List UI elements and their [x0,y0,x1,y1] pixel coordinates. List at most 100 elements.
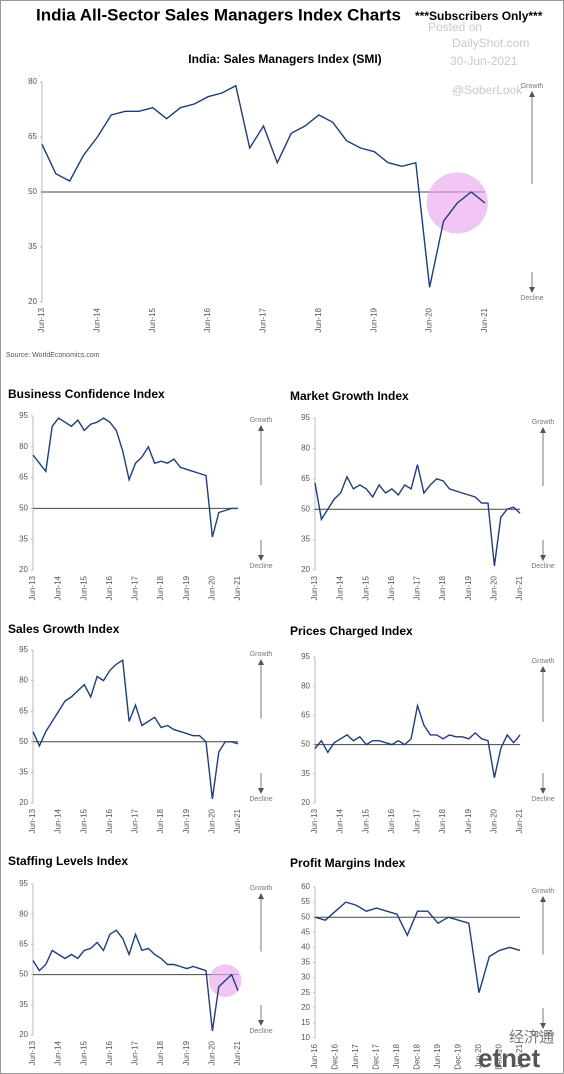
y-tick-label: 20 [301,798,310,807]
x-tick-label: Jun-21 [480,307,489,332]
x-tick-label: Jun-18 [156,808,165,833]
chart-title: Staffing Levels Index [8,854,128,868]
x-tick-label: Jun-13 [28,808,37,833]
x-tick-label: Dec-17 [372,1043,381,1069]
y-tick-label: 45 [301,927,310,936]
decline-label: Decline [531,796,554,803]
y-tick-label: 95 [301,413,310,422]
x-tick-label: Jun-15 [361,575,370,600]
series-line [32,929,239,1032]
y-tick-label: 65 [19,706,28,715]
y-tick-label: 25 [301,988,310,997]
y-tick-label: 65 [301,711,310,720]
growth-label: Growth [521,83,544,90]
y-tick-label: 20 [19,1030,28,1039]
y-tick-label: 50 [28,187,37,196]
x-tick-label: Jun-14 [92,307,101,332]
series-line [314,702,521,778]
y-tick-label: 80 [19,442,28,451]
growth-label: Growth [532,658,555,665]
x-tick-label: Jun-19 [182,575,191,600]
watermark: etnet [478,1043,540,1073]
x-tick-label: Jun-21 [515,575,524,600]
y-tick-label: 20 [19,565,28,574]
x-tick-label: Jun-17 [259,307,268,332]
x-tick-label: Jun-15 [79,1040,88,1065]
page-title: India All-Sector Sales Managers Index Ch… [36,5,401,24]
chart-title: Prices Charged Index [290,624,413,638]
decline-label: Decline [249,563,272,570]
decline-label: Decline [520,295,543,302]
y-tick-label: 35 [19,768,28,777]
y-tick-label: 95 [19,645,28,654]
x-tick-label: Jun-16 [105,1040,114,1065]
source: Source: WorldEconomics.com [6,352,100,359]
watermark: Posted on [428,20,482,34]
y-tick-label: 80 [19,909,28,918]
y-tick-label: 65 [19,940,28,949]
y-tick-label: 20 [301,1003,310,1012]
series-line [314,901,521,993]
y-tick-label: 35 [301,769,310,778]
y-tick-label: 80 [301,444,310,453]
y-tick-label: 35 [19,534,28,543]
y-tick-label: 80 [19,676,28,685]
x-tick-label: Jun-13 [28,1040,37,1065]
y-tick-label: 80 [28,77,37,86]
y-tick-label: 95 [19,879,28,888]
x-tick-label: Jun-13 [37,307,46,332]
x-tick-label: Jun-21 [233,808,242,833]
x-tick-label: Jun-18 [156,575,165,600]
y-tick-label: 50 [19,970,28,979]
x-tick-label: Jun-14 [336,808,345,833]
x-tick-label: Jun-18 [438,808,447,833]
y-tick-label: 35 [28,242,37,251]
x-tick-label: Jun-20 [207,1040,216,1065]
y-tick-label: 15 [301,1018,310,1027]
y-tick-label: 95 [301,652,310,661]
x-tick-label: Jun-21 [233,1040,242,1065]
y-tick-label: 20 [19,798,28,807]
y-tick-label: 50 [19,504,28,513]
series-line [32,658,239,799]
y-tick-label: 60 [301,882,310,891]
x-tick-label: Jun-14 [54,575,63,600]
y-tick-label: 55 [301,897,310,906]
x-tick-label: Jun-16 [105,575,114,600]
y-tick-label: 40 [301,943,310,952]
x-tick-label: Dec-20 [495,1043,504,1069]
x-tick-label: Jun-19 [182,1040,191,1065]
y-tick-label: 30 [301,973,310,982]
x-tick-label: Jun-16 [387,575,396,600]
x-tick-label: Jun-17 [131,808,140,833]
series-line [314,464,521,566]
x-tick-label: Jun-19 [369,307,378,332]
chart-title: India: Sales Managers Index (SMI) [188,52,381,66]
x-tick-label: Jun-21 [515,1043,524,1068]
y-tick-label: 10 [301,1033,310,1042]
x-tick-label: Jun-20 [207,575,216,600]
watermark: 30-Jun-2021 [450,54,518,68]
x-tick-label: Jun-18 [392,1043,401,1068]
series-line [41,84,486,288]
x-tick-label: Jun-17 [351,1043,360,1068]
y-tick-label: 65 [301,474,310,483]
x-tick-label: Jun-21 [233,575,242,600]
watermark: 经济通 [509,1029,554,1046]
y-tick-label: 65 [28,132,37,141]
x-tick-label: Jun-18 [156,1040,165,1065]
x-tick-label: Jun-14 [54,1040,63,1065]
x-tick-label: Jun-16 [105,808,114,833]
x-tick-label: Jun-17 [413,808,422,833]
x-tick-label: Jun-18 [314,307,323,332]
watermark: DailyShot.com [452,36,529,50]
decline-label: Decline [249,1028,272,1035]
x-tick-label: Jun-19 [464,575,473,600]
x-tick-label: Dec-18 [413,1043,422,1069]
series-line [32,417,238,538]
chart-title: Market Growth Index [290,389,409,403]
x-tick-label: Jun-16 [203,307,212,332]
y-tick-label: 80 [301,681,310,690]
